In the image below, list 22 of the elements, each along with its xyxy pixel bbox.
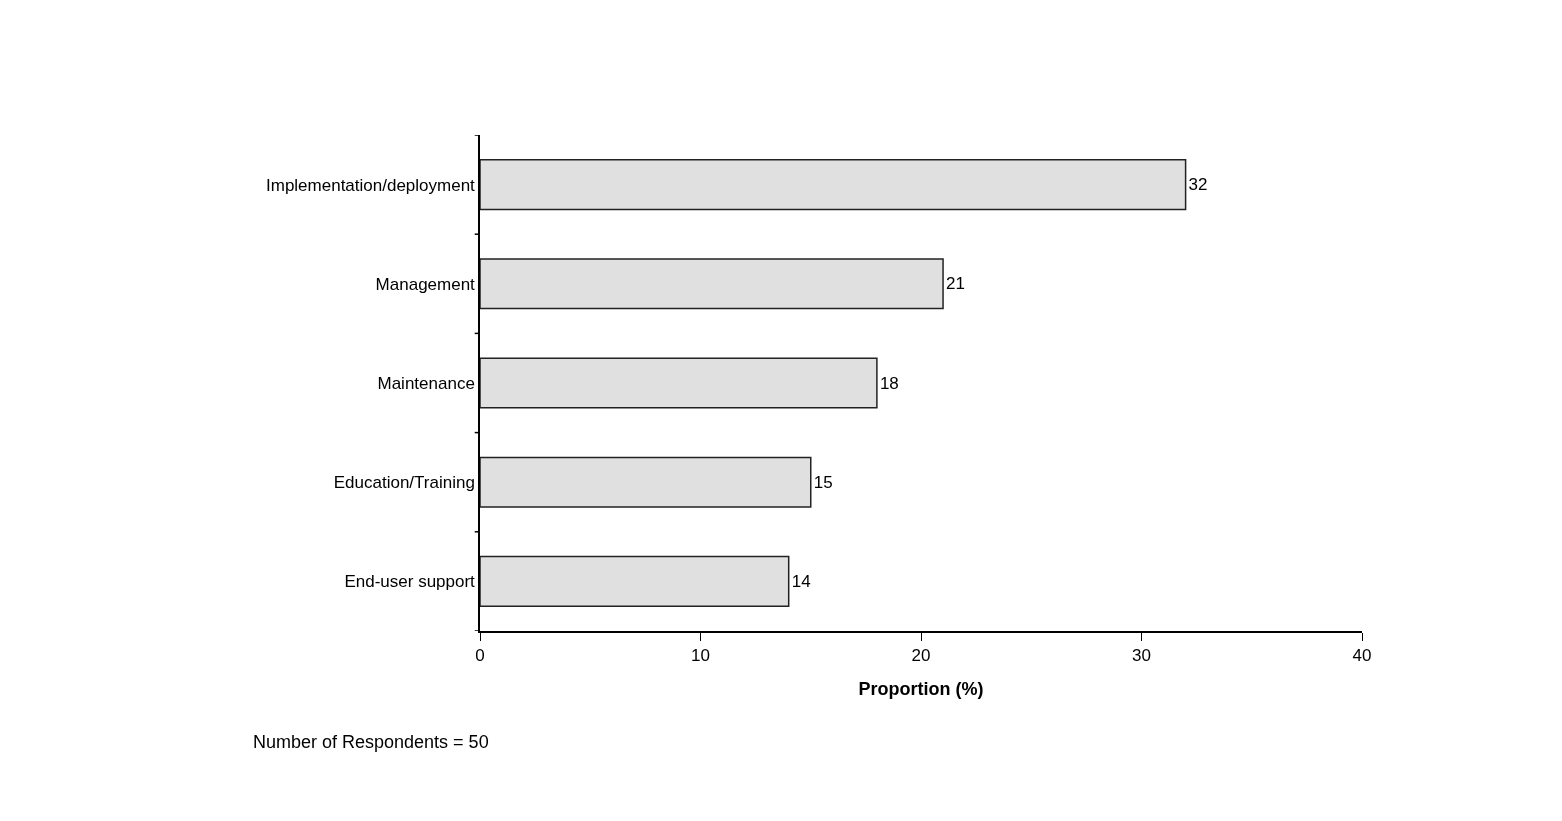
data-label: 14 <box>791 571 811 591</box>
bar <box>480 357 878 409</box>
data-label: 21 <box>946 274 965 294</box>
text: Number of Respondents = 50 <box>253 732 489 752</box>
y-tick-label: Management <box>375 274 476 294</box>
bar <box>480 159 1187 211</box>
x-tick-label: 0 <box>475 646 485 666</box>
data-label: 32 <box>1188 175 1208 195</box>
x-tick-label: 30 <box>1132 646 1151 666</box>
data-label: 18 <box>879 373 899 393</box>
y-tick-label: Implementation/deployment <box>266 175 476 195</box>
y-tick-label: Maintenance <box>377 373 475 393</box>
x-tick-label: 40 <box>1352 646 1372 666</box>
bar <box>480 258 944 310</box>
bar <box>480 456 812 508</box>
x-axis-title: Proportion (%) <box>858 678 984 699</box>
bar <box>480 555 790 607</box>
y-tick-label: Education/Training <box>333 473 475 493</box>
x-tick-label: 20 <box>911 646 931 666</box>
y-tick-label: End-user support <box>344 572 476 592</box>
data-label: 15 <box>813 472 833 492</box>
x-tick-label: 10 <box>691 646 710 666</box>
